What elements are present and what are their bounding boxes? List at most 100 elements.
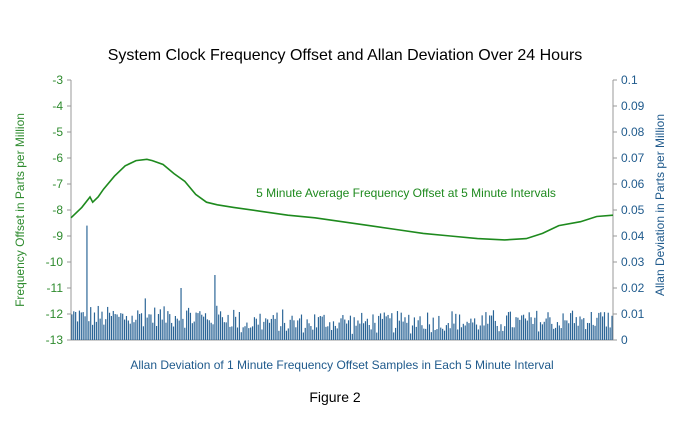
allan-deviation-bar [498,331,500,340]
allan-deviation-bar [600,312,602,340]
allan-deviation-bar [233,309,235,340]
allan-deviation-bar [383,312,385,340]
allan-deviation-bar [204,313,207,340]
allan-deviation-bar [122,313,124,340]
allan-deviation-bar [163,306,165,340]
allan-deviation-bar [378,315,380,340]
right-tick-label: 0.1 [621,73,638,87]
allan-deviation-bar [248,328,250,340]
allan-deviation-bar [140,313,143,340]
allan-deviation-bar [445,325,447,340]
allan-deviation-bar [351,333,353,340]
allan-deviation-bar [458,314,461,340]
allan-deviation-bar [229,326,231,340]
allan-deviation-bar [346,323,348,340]
allan-deviation-bar [507,312,510,340]
right-tick-label: 0.04 [621,229,645,243]
allan-deviation-bar [274,318,276,340]
allan-deviation-bar [513,327,515,340]
allan-deviation-bar [90,307,92,340]
allan-deviation-bar [287,328,289,340]
allan-deviation-bar [370,329,372,340]
allan-deviation-bar [157,314,160,340]
allan-deviation-bar [235,316,237,340]
allan-deviation-bar [570,313,572,340]
allan-deviation-bar [86,225,88,340]
allan-deviation-bar [464,325,466,340]
allan-deviation-bar [413,317,415,340]
allan-deviation-bar [221,317,224,340]
allan-deviation-bar [225,322,227,340]
allan-deviation-bar [490,315,493,340]
allan-deviation-bar [379,313,382,340]
allan-deviation-bar [297,320,299,340]
allan-deviation-bar [199,311,201,340]
allan-deviation-bar [368,324,370,340]
allan-deviation-bar [123,319,126,340]
allan-deviation-bar [364,321,367,340]
allan-deviation-bar [280,326,282,340]
left-tick-label: -12 [46,307,64,321]
allan-deviation-bar [272,315,274,340]
allan-deviation-bar [84,316,86,340]
right-axis-ticks: 0.1 0.09 0.08 0.07 0.06 0.05 0.04 0.03 0.02 0.01 0 [613,73,645,347]
allan-deviation-bar [259,313,261,340]
right-tick-label: 0 [621,333,628,347]
allan-deviation-bar [152,322,154,340]
allan-deviation-bar [477,329,479,340]
allan-deviation-bar [474,318,476,340]
allan-deviation-bar [270,318,272,340]
allan-deviation-bars [71,225,613,340]
allan-deviation-bar [436,329,438,340]
allan-deviation-bar [605,326,607,340]
allan-deviation-bar [323,314,325,340]
allan-deviation-bar [186,310,188,340]
allan-deviation-bar [509,311,511,340]
allan-deviation-bar [244,326,246,340]
allan-deviation-bar [487,323,489,340]
allan-deviation-bar [137,310,139,340]
allan-deviation-bar [568,323,570,340]
allan-deviation-bar [161,319,163,340]
allan-deviation-bar [282,309,284,340]
allan-deviation-bar [481,315,483,340]
allan-deviation-bar [219,311,222,340]
allan-deviation-bar [549,317,551,340]
allan-deviation-bar [423,328,425,340]
allan-deviation-bar [609,327,611,340]
allan-deviation-bar [306,319,308,340]
allan-deviation-bar [404,317,406,340]
right-tick-label: 0.05 [621,203,645,217]
allan-deviation-bar [250,327,252,340]
allan-deviation-bar [75,311,77,340]
allan-deviation-bar [223,322,225,340]
allan-deviation-bar [598,312,600,340]
allan-deviation-bar [263,321,265,340]
allan-deviation-bar [524,318,527,340]
allan-deviation-bar [517,317,519,340]
allan-deviation-bar [522,314,525,340]
allan-deviation-bar [176,318,178,340]
allan-deviation-bar [539,322,542,340]
allan-deviation-bar [129,323,131,340]
allan-deviation-bar [208,320,210,340]
allan-deviation-bar [325,326,327,340]
allan-deviation-bar [438,315,440,340]
allan-deviation-bar [191,323,193,340]
allan-deviation-bar [331,329,333,340]
allan-deviation-bar [116,314,118,340]
allan-deviation-bar [564,320,566,340]
left-tick-label: -10 [46,255,64,269]
allan-deviation-bar [515,317,517,340]
allan-deviation-bar [466,321,468,340]
left-axis-ticks: -3 -4 -5 -6 -7 -8 -9 -10 -11 -12 -13 [46,73,71,347]
allan-deviation-bar [562,313,564,340]
allan-deviation-bar [334,325,336,340]
allan-deviation-bar [80,312,82,340]
allan-deviation-bar [144,298,146,340]
allan-deviation-bar [101,311,103,340]
allan-deviation-bar [231,326,233,340]
allan-deviation-bar [195,312,197,340]
allan-deviation-bar [573,323,575,340]
